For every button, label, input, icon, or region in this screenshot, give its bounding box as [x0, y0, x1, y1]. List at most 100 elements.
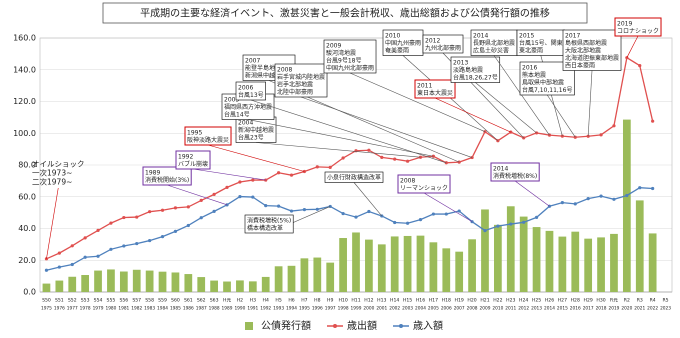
bar: [597, 237, 605, 292]
leader-line: [546, 94, 576, 138]
x-tick-label: H10: [338, 298, 347, 304]
line-marker: [625, 193, 629, 198]
x-year-label: 1984: [157, 306, 168, 312]
line-marker: [444, 212, 448, 216]
x-year-label: 2019: [608, 306, 619, 312]
line-marker: [651, 186, 655, 191]
annotation-text: 駿河湾地震: [326, 49, 356, 57]
line-marker: [173, 206, 178, 210]
bar: [558, 236, 567, 292]
x-year-label: 2004: [415, 306, 426, 312]
x-tick-label: S55: [107, 298, 116, 304]
line-marker: [212, 209, 216, 213]
annotation-text: 2013: [453, 59, 468, 66]
line-marker: [393, 220, 397, 225]
x-tick-label: H7: [301, 298, 307, 304]
x-tick-label: S63: [210, 298, 219, 304]
annotation-box: [184, 126, 232, 146]
x-tick-label: H27: [558, 298, 567, 304]
line-marker: [148, 210, 152, 214]
bar: [416, 235, 425, 292]
line-marker: [264, 204, 268, 208]
annotation-text: 奄美豪雨: [385, 46, 409, 54]
annotation-text: 台風14号: [224, 110, 250, 118]
bar: [622, 119, 631, 292]
x-year-label: 1998: [338, 306, 349, 312]
line-marker: [573, 202, 577, 206]
line-marker: [277, 171, 281, 175]
annotation-box: [235, 81, 266, 101]
legend-swatch: [399, 324, 403, 328]
leader-line: [46, 187, 59, 259]
line-marker: [315, 207, 319, 211]
bar: [300, 258, 309, 292]
annotation-text: 消費税増税(8%): [493, 172, 537, 180]
annotation-text: 一次1973~: [32, 168, 72, 178]
annotation-text: 消費税増税(5%): [247, 216, 291, 224]
bar: [584, 238, 593, 292]
annotation-text: 二次1979~: [32, 177, 72, 187]
annotation-text: 2007: [245, 57, 260, 64]
x-year-label: 2018: [596, 306, 607, 312]
x-tick-label: H18: [442, 298, 451, 304]
annotation-text: 2014: [493, 165, 508, 172]
annotation-text: バブル崩壊: [178, 160, 208, 168]
bar: [171, 272, 180, 292]
line-marker: [638, 64, 642, 68]
x-year-label: 1994: [286, 306, 297, 312]
annotation-text: 淡路島地震: [453, 66, 483, 74]
annotation-text: 2010: [385, 32, 400, 39]
annotation-text: 西日本豪雨: [565, 61, 595, 69]
line-marker: [83, 236, 87, 240]
bar: [81, 275, 90, 292]
x-tick-label: H28: [571, 298, 580, 304]
x-tick-label: H25: [532, 298, 541, 304]
x-year-label: 1978: [80, 306, 91, 312]
x-tick-label: S60: [171, 298, 180, 304]
line-marker: [135, 241, 139, 246]
bar: [68, 276, 77, 292]
line-marker: [212, 192, 216, 196]
x-tick-label: S54: [94, 298, 103, 304]
leader-line: [475, 82, 537, 134]
bar: [223, 281, 231, 292]
bar: [261, 276, 270, 292]
x-tick-label: R2: [624, 298, 630, 304]
line-marker: [109, 221, 113, 225]
x-year-label: 2007: [454, 306, 465, 312]
bar: [55, 280, 64, 292]
x-tick-label: H元: [223, 298, 231, 304]
annotation-box: [516, 29, 565, 56]
annotation-box: [175, 150, 211, 170]
x-year-label: 2011: [505, 306, 516, 312]
x-tick-label: H17: [429, 298, 438, 304]
bar: [571, 231, 580, 292]
y-tick-label: 160.0: [13, 34, 36, 43]
x-year-label: 2013: [531, 306, 542, 312]
x-year-label: 1991: [247, 306, 258, 312]
x-year-label: 1977: [67, 306, 78, 312]
x-tick-label: H19: [455, 298, 464, 304]
annotation-text: 2008: [277, 66, 292, 73]
line-marker: [251, 195, 255, 199]
annotation-text: 島根県西部地震: [565, 39, 607, 47]
bar: [313, 257, 322, 292]
annotation-text: 大阪北部地震: [565, 46, 601, 54]
annotation-box: [450, 56, 501, 83]
annotation-text: 台風18,26,27号: [453, 73, 498, 81]
x-tick-label: H2: [237, 298, 243, 304]
line-marker: [186, 223, 190, 228]
bar: [442, 248, 451, 292]
x-year-label: 1997: [325, 306, 336, 312]
annotation-text: 東北豪雨: [519, 46, 543, 54]
x-year-label: 1995: [299, 306, 310, 312]
bar: [481, 209, 489, 292]
bar: [274, 266, 283, 292]
annotation: 小泉行財政構造改革: [324, 171, 384, 217]
bar: [429, 242, 438, 292]
